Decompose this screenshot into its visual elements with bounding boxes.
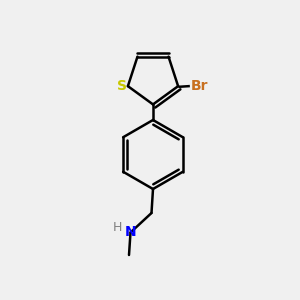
- Text: N: N: [125, 226, 136, 239]
- Text: Br: Br: [191, 79, 208, 93]
- Text: H: H: [113, 220, 123, 234]
- Text: S: S: [118, 79, 128, 93]
